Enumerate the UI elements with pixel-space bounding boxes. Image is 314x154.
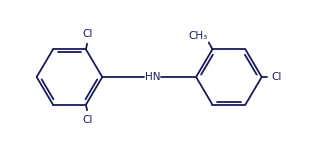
Text: Cl: Cl <box>82 29 93 39</box>
Text: Cl: Cl <box>82 115 93 125</box>
Text: Cl: Cl <box>271 72 281 82</box>
Text: HN: HN <box>144 72 160 82</box>
Text: CH₃: CH₃ <box>188 31 207 41</box>
